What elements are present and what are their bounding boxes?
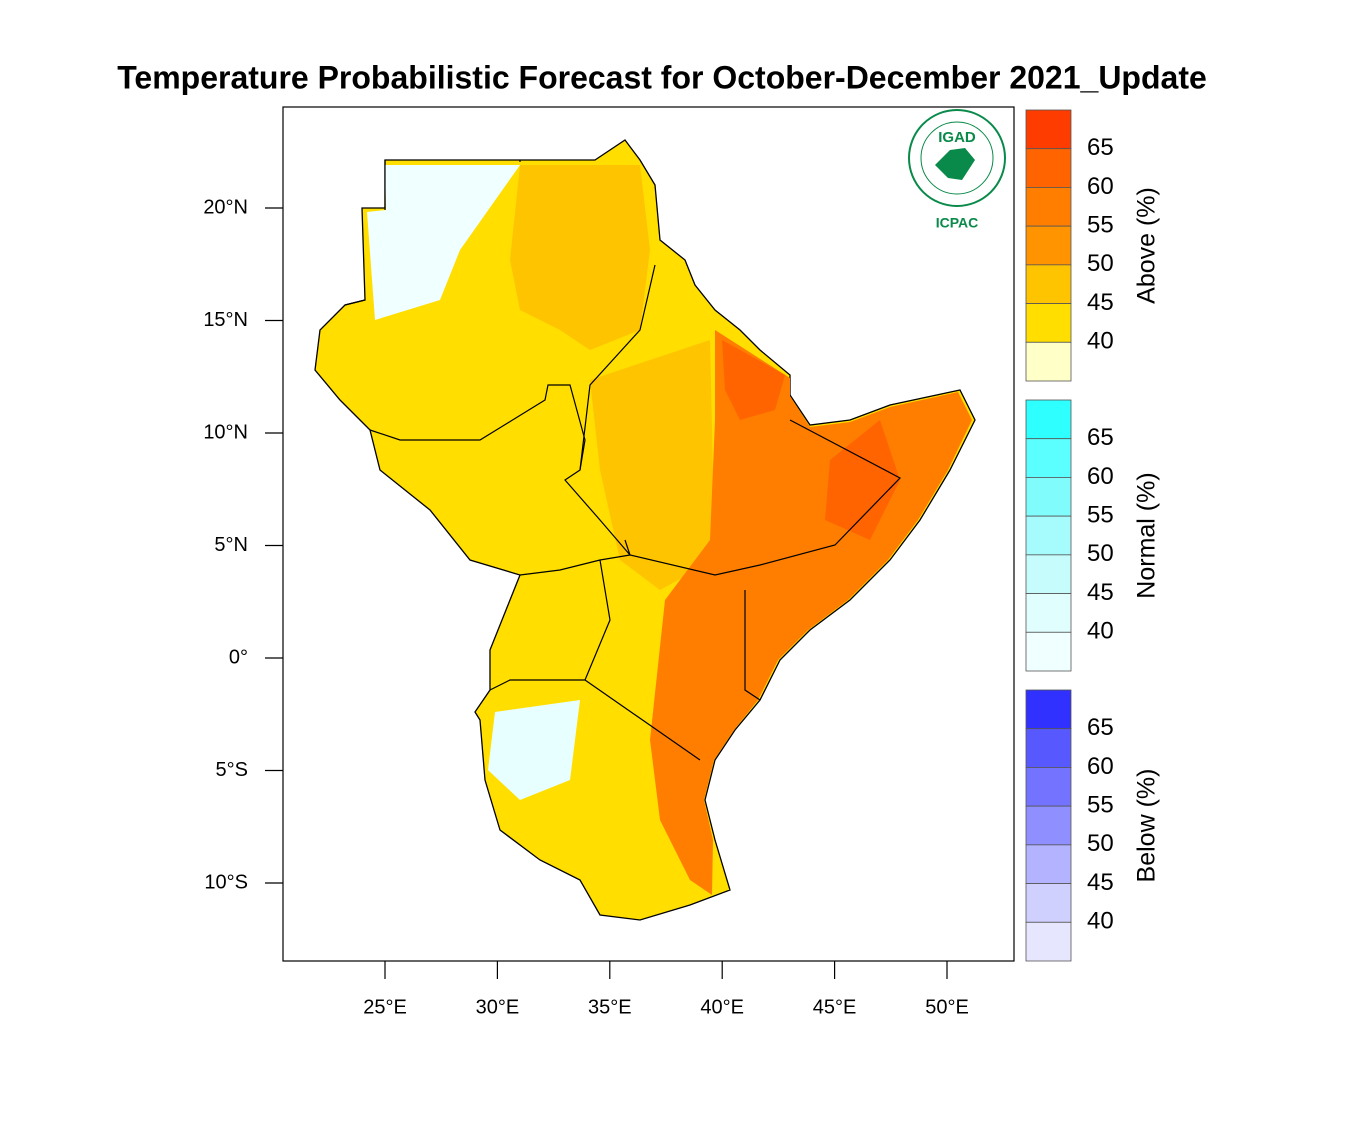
colorbar-label: 45 [1087, 579, 1114, 606]
y-tick-label: 0° [229, 646, 248, 668]
y-tick-label: 5°S [216, 759, 248, 781]
y-tick-label: 10°N [203, 421, 248, 443]
x-tick-label: 35°E [588, 996, 632, 1018]
colorbar-box [1025, 303, 1072, 343]
colorbar-box [1025, 109, 1072, 150]
colorbar-box [1025, 225, 1072, 266]
colorbar-label: 55 [1087, 211, 1114, 238]
zone-45 [510, 165, 650, 350]
colorbar-label: 60 [1087, 753, 1114, 780]
colorbar-label: 60 [1087, 173, 1114, 200]
y-tick-label: 15°N [203, 309, 248, 331]
colorbar-box [1025, 264, 1072, 304]
x-tick-label: 40°E [700, 996, 744, 1018]
zone-normal [367, 165, 520, 320]
colorbar-box [1025, 805, 1072, 846]
colorbar-label: 45 [1087, 869, 1114, 896]
zone-60 [722, 340, 785, 420]
y-tick-label: 5°N [214, 534, 248, 556]
colorbar-title: Normal (%) [1133, 472, 1161, 598]
logo-text: ICPAC [936, 215, 979, 231]
colorbar-box [1025, 767, 1072, 807]
colorbar-box [1025, 477, 1072, 517]
colorbar-box [1025, 921, 1072, 962]
colorbar-box [1025, 187, 1072, 227]
colorbar-box [1025, 593, 1072, 633]
probability-zones [367, 165, 972, 895]
x-tick-label: 50°E [925, 996, 969, 1018]
x-tick-label: 30°E [476, 996, 520, 1018]
colorbar-box [1025, 728, 1072, 768]
colorbar-box [1025, 554, 1072, 594]
colorbar-box [1025, 689, 1072, 730]
colorbar-label: 50 [1087, 250, 1114, 277]
colorbar-title: Below (%) [1133, 769, 1161, 883]
colorbar-label: 40 [1087, 908, 1114, 935]
colorbar-box [1025, 399, 1072, 440]
y-tick-label: 20°N [203, 196, 248, 218]
colorbar-box [1025, 883, 1072, 923]
border [344, 160, 901, 576]
zone-normal [488, 700, 580, 800]
logo-text: IGAD [938, 129, 976, 146]
logo-map [935, 148, 975, 180]
colorbar-box [1025, 148, 1072, 188]
zone-45 [590, 340, 715, 590]
colorbar-label: 65 [1087, 134, 1114, 161]
colorbar-label: 55 [1087, 791, 1114, 818]
colorbar-box [1025, 341, 1072, 382]
border [489, 539, 761, 761]
borders [344, 160, 901, 761]
x-tick-label: 25°E [363, 996, 407, 1018]
colorbar-label: 40 [1087, 618, 1114, 645]
colorbar-title: Above (%) [1133, 187, 1161, 304]
colorbar-box [1025, 438, 1072, 478]
colorbar-box [1025, 844, 1072, 884]
logo-ring [920, 121, 994, 195]
colorbar-label: 50 [1087, 540, 1114, 567]
colorbar-box [1025, 631, 1072, 672]
zone-60 [825, 420, 900, 540]
border [369, 384, 586, 471]
colorbar-label: 55 [1087, 501, 1114, 528]
logo: IGAD ICPAC [908, 109, 1006, 231]
colorbar-label: 50 [1087, 830, 1114, 857]
title: Temperature Probabilistic Forecast for O… [117, 59, 1207, 95]
colorbar-label: 65 [1087, 424, 1114, 451]
colorbar-label: 65 [1087, 714, 1114, 741]
colorbar-label: 40 [1087, 328, 1114, 355]
colorbar-label: 45 [1087, 289, 1114, 316]
colorbar-box [1025, 515, 1072, 556]
x-tick-label: 45°E [813, 996, 857, 1018]
y-tick-label: 10°S [204, 871, 248, 893]
colorbar-label: 60 [1087, 463, 1114, 490]
